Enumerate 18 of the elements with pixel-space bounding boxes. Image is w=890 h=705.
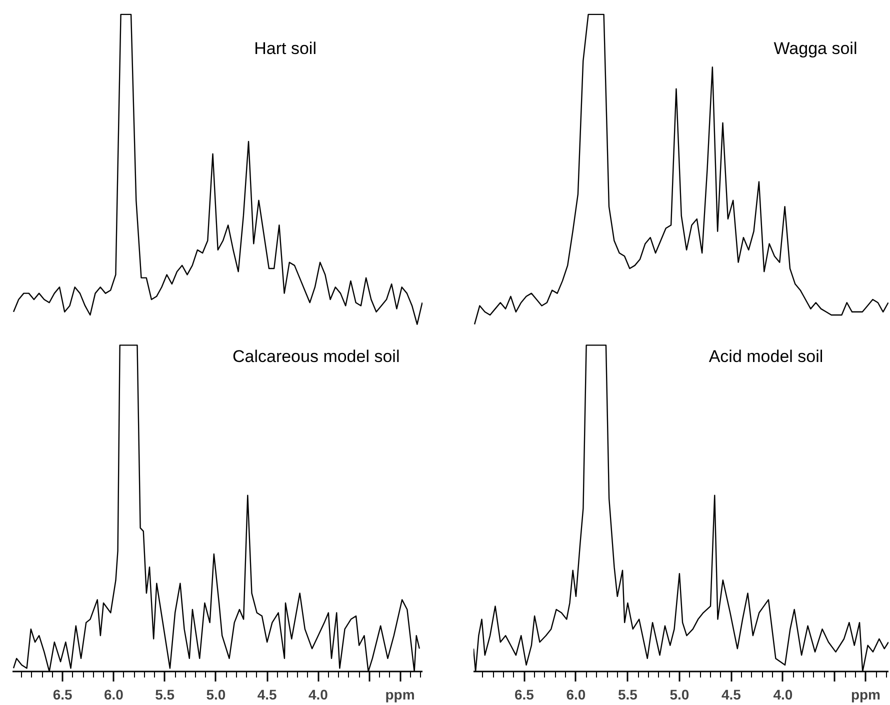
x-tick-label: 4.5 (257, 686, 278, 702)
x-tick-label: 5.5 (618, 686, 638, 702)
chart-title: Calcareous model soil (232, 347, 400, 366)
x-tick-label: 5.0 (670, 686, 690, 702)
text: Wagga soil (774, 39, 858, 58)
x-tick-label: 4.0 (308, 686, 328, 702)
x-tick-label: 6.0 (566, 686, 586, 702)
text: Hart soil (254, 39, 316, 58)
chart-title: Acid model soil (708, 347, 824, 366)
x-tick-label: 4.0 (773, 686, 793, 702)
x-tick-label: 6.5 (52, 686, 73, 702)
x-tick-label: 5.5 (155, 686, 175, 702)
x-tick-label: 6.0 (104, 686, 124, 702)
x-tick-label: 6.5 (514, 686, 534, 702)
x-tick-label: ppm (850, 686, 881, 702)
x-tick-label: 5.0 (206, 686, 226, 702)
x-tick-label: ppm (385, 686, 415, 702)
x-tick-label: 4.5 (721, 686, 742, 702)
